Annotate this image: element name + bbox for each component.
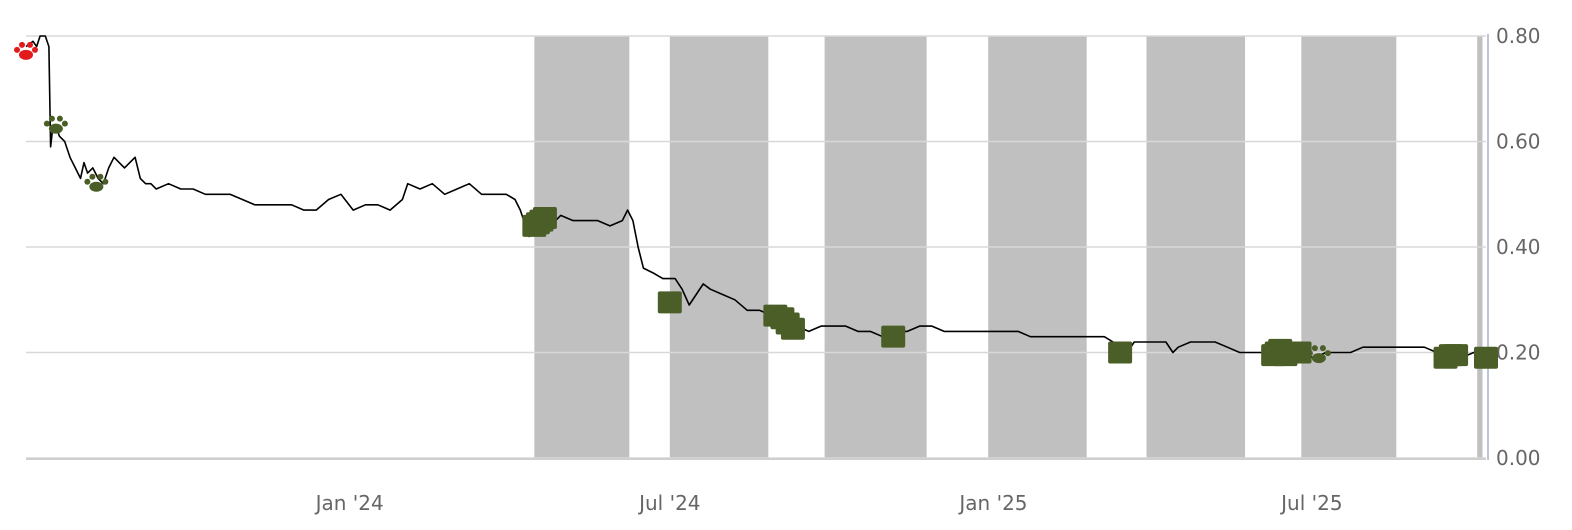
- x-axis-ticks: Jan '24 Jul '24 Jan '25 Jul '25: [314, 491, 1343, 515]
- square-marker: [780, 317, 805, 340]
- paw-toe: [1311, 345, 1318, 352]
- markers-layer: [14, 41, 1498, 369]
- square-marker: [1287, 341, 1312, 364]
- square-marker: [1474, 346, 1498, 369]
- paw-icon: [43, 115, 68, 134]
- paw-toe: [43, 120, 50, 127]
- square-marker: [532, 206, 557, 229]
- paw-pad: [89, 181, 104, 192]
- y-tick-label: 0.40: [1496, 235, 1541, 259]
- paw-toe: [1324, 350, 1331, 357]
- square-marker: [1108, 341, 1133, 364]
- y-axis-ticks: 0.00 0.20 0.40 0.60 0.80: [1496, 24, 1541, 470]
- square-marker: [1444, 344, 1469, 367]
- axes: [26, 34, 1489, 460]
- paw-toe: [84, 178, 91, 185]
- x-tick-label: Jan '24: [314, 491, 384, 515]
- paw-pad: [1311, 353, 1326, 364]
- paw-icon: [1306, 345, 1331, 364]
- y-tick-label: 0.00: [1496, 446, 1541, 470]
- paw-pad: [48, 123, 63, 134]
- paw-icon: [14, 41, 38, 60]
- paw-icon: [84, 173, 109, 192]
- paw-toe: [1319, 345, 1326, 352]
- paw-toe: [89, 173, 96, 180]
- x-tick-label: Jul '25: [1279, 491, 1342, 515]
- paw-toe: [48, 115, 55, 122]
- paw-toe: [102, 178, 109, 185]
- price-line: [25, 35, 1487, 359]
- series-layer: [25, 35, 1487, 359]
- square-marker: [657, 291, 682, 314]
- paw-pad: [19, 49, 33, 60]
- paw-toe: [27, 41, 33, 48]
- paw-toe: [14, 46, 20, 53]
- y-tick-label: 0.80: [1496, 24, 1541, 48]
- paw-toe: [56, 115, 63, 122]
- y-tick-label: 0.60: [1496, 130, 1541, 154]
- x-tick-label: Jan '25: [957, 491, 1027, 515]
- paw-toe: [32, 46, 38, 53]
- square-marker: [881, 325, 906, 348]
- paw-toe: [61, 120, 68, 127]
- y-tick-label: 0.20: [1496, 341, 1541, 365]
- x-tick-label: Jul '24: [637, 491, 700, 515]
- paw-toe: [97, 173, 104, 180]
- paw-toe: [19, 41, 25, 48]
- paw-toe: [1306, 350, 1313, 357]
